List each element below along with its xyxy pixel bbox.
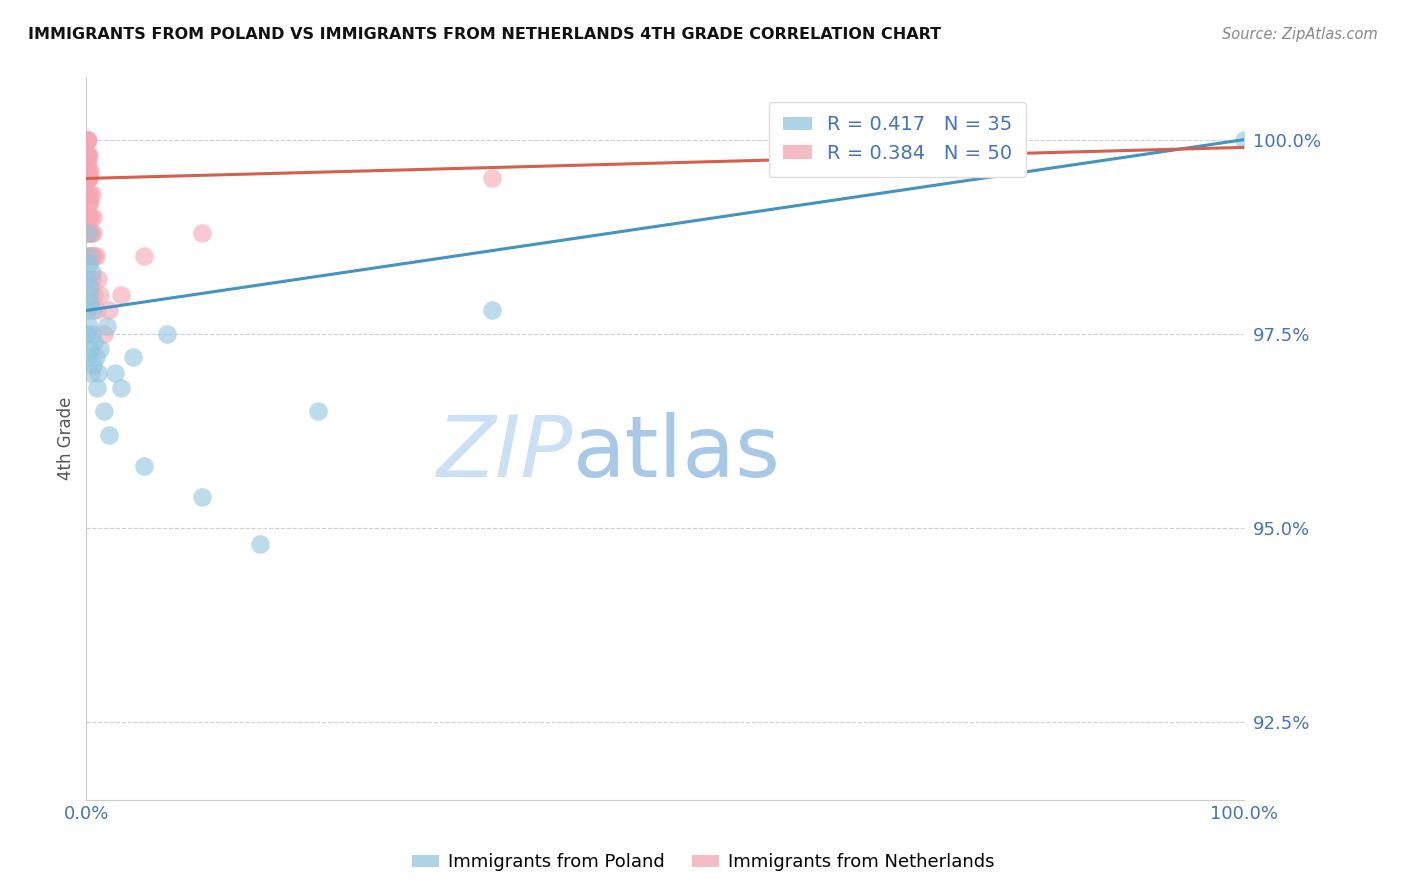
Point bbox=[76, 148, 98, 162]
Point bbox=[80, 265, 103, 279]
Point bbox=[80, 226, 103, 240]
Point bbox=[79, 249, 101, 263]
Point bbox=[80, 249, 103, 263]
Point bbox=[77, 132, 100, 146]
Text: IMMIGRANTS FROM POLAND VS IMMIGRANTS FROM NETHERLANDS 4TH GRADE CORRELATION CHAR: IMMIGRANTS FROM POLAND VS IMMIGRANTS FRO… bbox=[28, 27, 941, 42]
Point bbox=[77, 171, 100, 186]
Point bbox=[83, 249, 105, 263]
Point bbox=[76, 303, 98, 318]
Point bbox=[481, 171, 503, 186]
Point bbox=[80, 272, 103, 286]
Point bbox=[76, 186, 98, 201]
Point bbox=[134, 249, 156, 263]
Point bbox=[80, 211, 103, 225]
Point bbox=[77, 171, 100, 186]
Point bbox=[77, 288, 100, 302]
Point bbox=[82, 358, 104, 372]
Point bbox=[76, 148, 98, 162]
Point bbox=[77, 319, 100, 334]
Point bbox=[77, 194, 100, 209]
Point bbox=[76, 171, 98, 186]
Point bbox=[79, 295, 101, 310]
Point bbox=[80, 186, 103, 201]
Point bbox=[87, 366, 110, 380]
Point bbox=[80, 249, 103, 263]
Point bbox=[1233, 132, 1256, 146]
Point bbox=[77, 148, 100, 162]
Point bbox=[307, 404, 329, 418]
Point bbox=[76, 249, 98, 263]
Point bbox=[79, 194, 101, 209]
Point bbox=[76, 163, 98, 178]
Point bbox=[89, 288, 111, 302]
Point bbox=[76, 132, 98, 146]
Point bbox=[156, 326, 179, 341]
Point bbox=[93, 326, 115, 341]
Point bbox=[249, 536, 271, 550]
Point bbox=[77, 257, 100, 271]
Point bbox=[110, 288, 132, 302]
Point bbox=[76, 171, 98, 186]
Point bbox=[93, 404, 115, 418]
Point bbox=[191, 490, 214, 504]
Point bbox=[77, 171, 100, 186]
Point bbox=[83, 334, 105, 349]
Point bbox=[79, 343, 101, 357]
Point bbox=[83, 288, 105, 302]
Text: Source: ZipAtlas.com: Source: ZipAtlas.com bbox=[1222, 27, 1378, 42]
Point bbox=[82, 211, 104, 225]
Legend: Immigrants from Poland, Immigrants from Netherlands: Immigrants from Poland, Immigrants from … bbox=[405, 847, 1001, 879]
Point bbox=[76, 171, 98, 186]
Point bbox=[84, 249, 107, 263]
Point bbox=[82, 226, 104, 240]
Point bbox=[77, 156, 100, 170]
Point bbox=[77, 226, 100, 240]
Point bbox=[110, 381, 132, 395]
Point bbox=[79, 280, 101, 294]
Text: ZIP: ZIP bbox=[436, 411, 572, 495]
Point bbox=[76, 156, 98, 170]
Point bbox=[84, 350, 107, 364]
Point bbox=[481, 303, 503, 318]
Point bbox=[86, 303, 108, 318]
Point bbox=[191, 226, 214, 240]
Point bbox=[98, 303, 121, 318]
Point bbox=[87, 272, 110, 286]
Point bbox=[134, 458, 156, 473]
Point bbox=[77, 211, 100, 225]
Point bbox=[77, 226, 100, 240]
Y-axis label: 4th Grade: 4th Grade bbox=[58, 397, 75, 481]
Point bbox=[89, 343, 111, 357]
Point bbox=[98, 427, 121, 442]
Point bbox=[77, 186, 100, 201]
Point bbox=[86, 381, 108, 395]
Point bbox=[79, 186, 101, 201]
Point bbox=[104, 366, 127, 380]
Point bbox=[82, 303, 104, 318]
Point bbox=[79, 226, 101, 240]
Point bbox=[76, 132, 98, 146]
Point bbox=[76, 132, 98, 146]
Text: atlas: atlas bbox=[572, 411, 780, 495]
Point bbox=[121, 350, 143, 364]
Point bbox=[76, 272, 98, 286]
Point bbox=[77, 211, 100, 225]
Point bbox=[80, 326, 103, 341]
Point bbox=[96, 319, 118, 334]
Point bbox=[76, 148, 98, 162]
Point bbox=[77, 163, 100, 178]
Point bbox=[80, 366, 103, 380]
Legend: R = 0.417   N = 35, R = 0.384   N = 50: R = 0.417 N = 35, R = 0.384 N = 50 bbox=[769, 102, 1026, 177]
Point bbox=[77, 350, 100, 364]
Point bbox=[76, 194, 98, 209]
Point bbox=[79, 163, 101, 178]
Point bbox=[76, 326, 98, 341]
